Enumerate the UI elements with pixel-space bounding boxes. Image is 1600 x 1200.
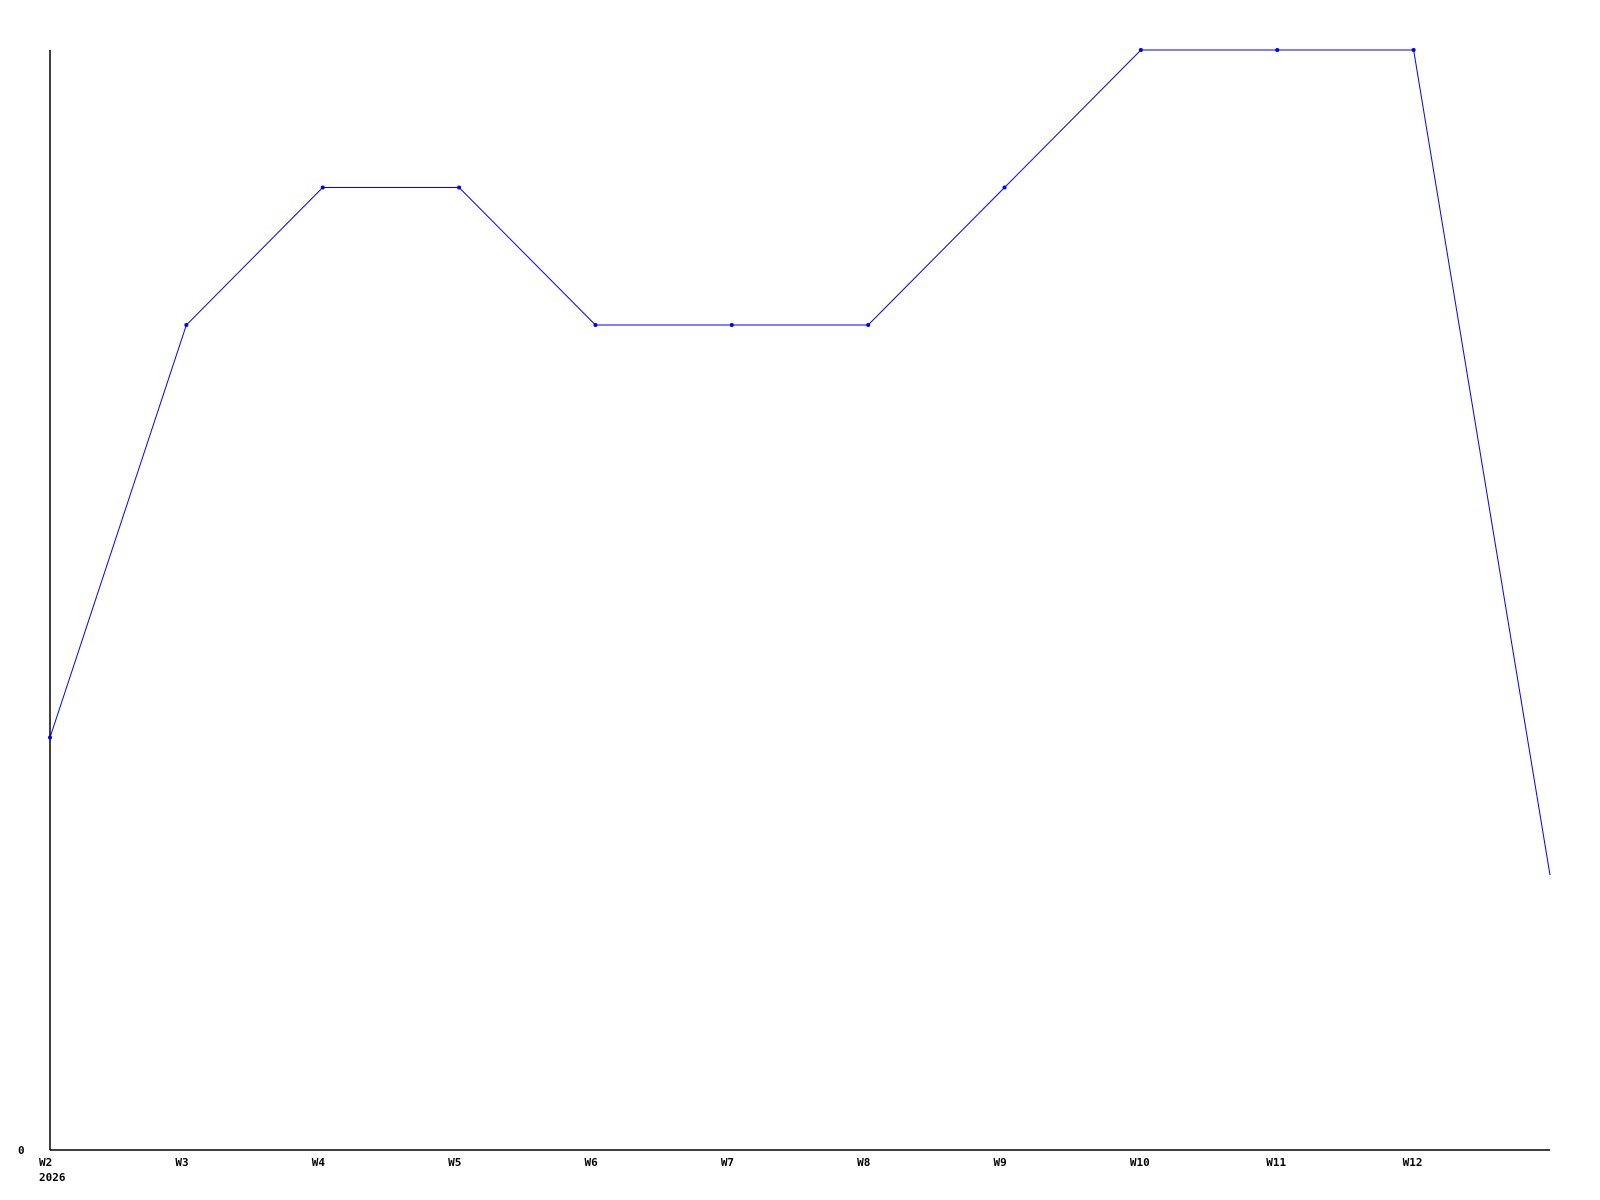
x-tick-label-W12: W12 <box>1403 1156 1423 1169</box>
x-tick-label-W7: W7 <box>721 1156 734 1169</box>
x-tick-label-W6: W6 <box>584 1156 598 1169</box>
x-tick-label-W3: W3 <box>175 1156 188 1169</box>
x-tick-label-W9: W9 <box>994 1156 1007 1169</box>
data-point-W4 <box>320 185 325 190</box>
x-year-label: 2026 <box>39 1171 66 1184</box>
data-point-W6 <box>593 323 598 327</box>
data-point-W7 <box>729 323 734 327</box>
data-point-W3 <box>184 323 189 327</box>
data-point-W5 <box>457 185 462 190</box>
data-point-W11 <box>1275 48 1280 52</box>
data-point-W2 <box>48 735 52 740</box>
series-line-0 <box>49 49 1551 876</box>
x-tick-label-W10: W10 <box>1130 1156 1150 1169</box>
x-tick-label-W2: W2 <box>39 1156 52 1169</box>
x-tick-label-W11: W11 <box>1266 1156 1286 1169</box>
data-point-W8 <box>866 323 871 327</box>
x-tick-label-W4: W4 <box>312 1156 326 1169</box>
data-point-W10 <box>1138 48 1143 52</box>
data-point-W12 <box>1411 48 1416 52</box>
x-tick-label-W5: W5 <box>448 1156 461 1169</box>
y-tick-label-0: 0 <box>18 1144 25 1157</box>
data-point-W9 <box>1002 185 1007 190</box>
x-tick-label-W8: W8 <box>857 1156 870 1169</box>
